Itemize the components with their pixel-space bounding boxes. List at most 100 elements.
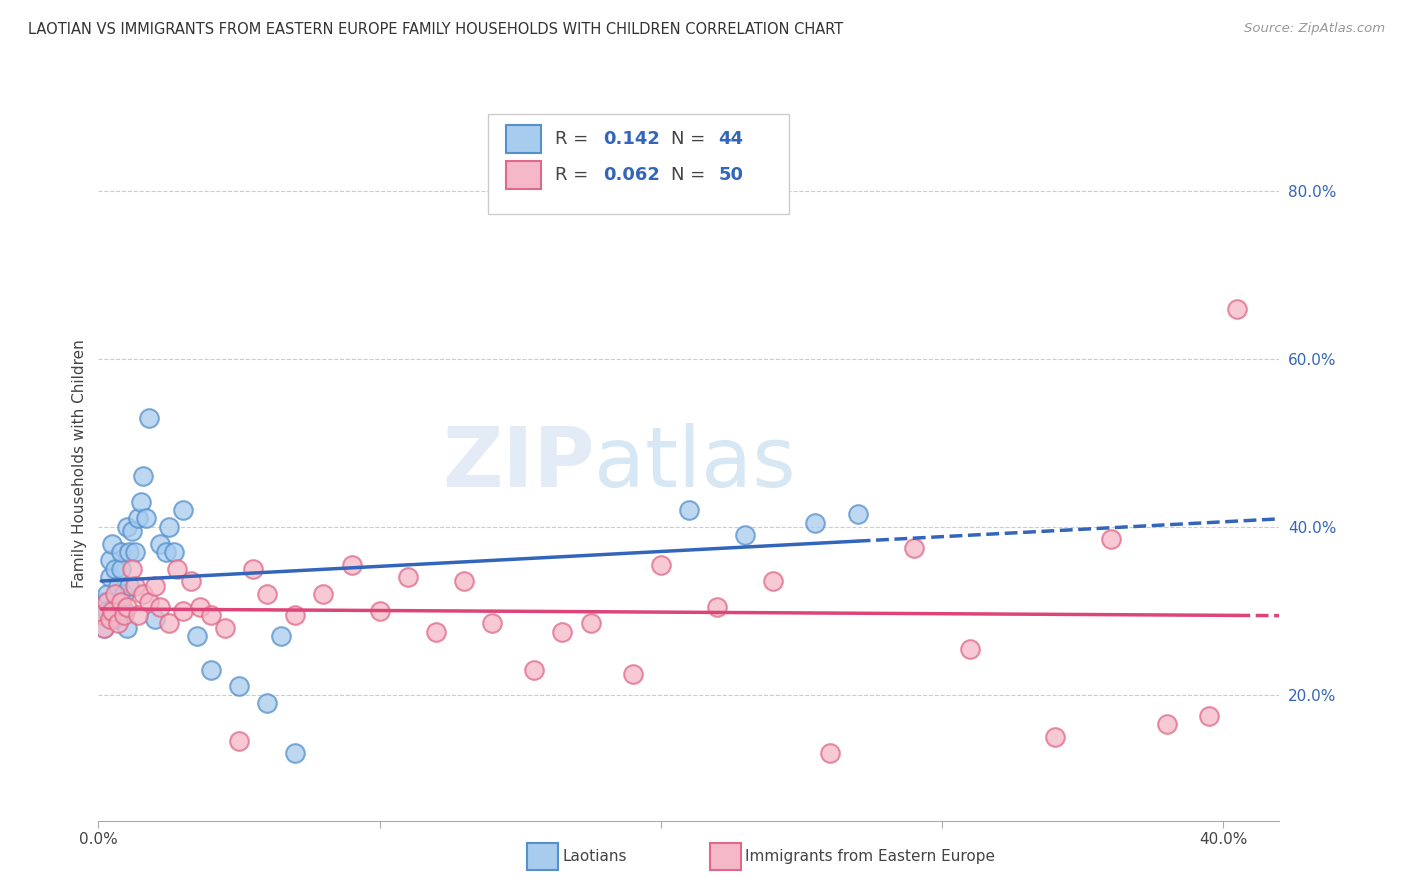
Point <box>127 607 149 622</box>
Text: Source: ZipAtlas.com: Source: ZipAtlas.com <box>1244 22 1385 36</box>
Point <box>96 604 118 618</box>
Point <box>242 562 264 576</box>
Point <box>903 541 925 555</box>
Point <box>284 607 307 622</box>
Point <box>135 511 157 525</box>
Point <box>110 545 132 559</box>
Point <box>1226 301 1249 316</box>
Point <box>93 595 115 609</box>
Text: 50: 50 <box>718 166 744 184</box>
Point <box>284 747 307 761</box>
Text: 0.142: 0.142 <box>603 130 659 148</box>
Point <box>200 663 222 677</box>
Point <box>157 520 180 534</box>
Point <box>112 587 135 601</box>
Point <box>124 545 146 559</box>
Point <box>96 587 118 601</box>
Point <box>762 574 785 589</box>
Point <box>157 616 180 631</box>
Point <box>180 574 202 589</box>
Point <box>551 624 574 639</box>
Point <box>1198 708 1220 723</box>
Point <box>129 494 152 508</box>
Text: 44: 44 <box>718 130 744 148</box>
Point <box>186 629 208 643</box>
Point <box>188 599 211 614</box>
Point <box>107 578 129 592</box>
Point <box>228 734 250 748</box>
Text: atlas: atlas <box>595 424 796 504</box>
Point <box>1043 730 1066 744</box>
Point <box>112 604 135 618</box>
Point <box>132 587 155 601</box>
Point <box>650 558 672 572</box>
Point <box>155 545 177 559</box>
Point <box>425 624 447 639</box>
Point <box>101 604 124 618</box>
Text: N =: N = <box>671 130 711 148</box>
Point <box>101 607 124 622</box>
Point <box>121 524 143 538</box>
Point <box>93 621 115 635</box>
Point <box>132 469 155 483</box>
FancyBboxPatch shape <box>506 125 541 153</box>
Point <box>734 528 756 542</box>
Point <box>115 599 138 614</box>
Point <box>706 599 728 614</box>
Point <box>846 507 869 521</box>
Point <box>127 511 149 525</box>
Point <box>453 574 475 589</box>
Point <box>368 604 391 618</box>
Point <box>163 545 186 559</box>
Point <box>621 666 644 681</box>
Point <box>115 520 138 534</box>
FancyBboxPatch shape <box>488 114 789 214</box>
Y-axis label: Family Households with Children: Family Households with Children <box>72 340 87 588</box>
Point <box>110 595 132 609</box>
Point <box>256 696 278 710</box>
Point <box>98 612 121 626</box>
Text: 0.062: 0.062 <box>603 166 659 184</box>
Point <box>96 595 118 609</box>
Point <box>312 587 335 601</box>
Point <box>110 562 132 576</box>
FancyBboxPatch shape <box>506 161 541 189</box>
Point <box>214 621 236 635</box>
Point <box>818 747 841 761</box>
FancyBboxPatch shape <box>527 843 558 870</box>
Point <box>118 578 141 592</box>
Point <box>138 410 160 425</box>
Point <box>228 679 250 693</box>
Point <box>172 604 194 618</box>
Point <box>523 663 546 677</box>
Point <box>340 558 363 572</box>
Point <box>112 607 135 622</box>
Text: Laotians: Laotians <box>562 849 627 863</box>
Point <box>149 536 172 550</box>
Point <box>104 587 127 601</box>
Point <box>270 629 292 643</box>
Point <box>959 641 981 656</box>
Point <box>172 503 194 517</box>
Point <box>1156 717 1178 731</box>
Point <box>804 516 827 530</box>
FancyBboxPatch shape <box>710 843 741 870</box>
Point <box>200 607 222 622</box>
Text: Immigrants from Eastern Europe: Immigrants from Eastern Europe <box>745 849 995 863</box>
Point <box>104 562 127 576</box>
Text: LAOTIAN VS IMMIGRANTS FROM EASTERN EUROPE FAMILY HOUSEHOLDS WITH CHILDREN CORREL: LAOTIAN VS IMMIGRANTS FROM EASTERN EUROP… <box>28 22 844 37</box>
Point <box>98 570 121 584</box>
Point <box>138 595 160 609</box>
Point <box>1099 533 1122 547</box>
Point <box>256 587 278 601</box>
Point <box>579 616 602 631</box>
Point <box>98 553 121 567</box>
Point <box>143 578 166 592</box>
Point <box>107 595 129 609</box>
Point <box>101 536 124 550</box>
Point <box>93 621 115 635</box>
Point <box>143 612 166 626</box>
Point <box>678 503 700 517</box>
Text: R =: R = <box>555 166 595 184</box>
Point <box>166 562 188 576</box>
